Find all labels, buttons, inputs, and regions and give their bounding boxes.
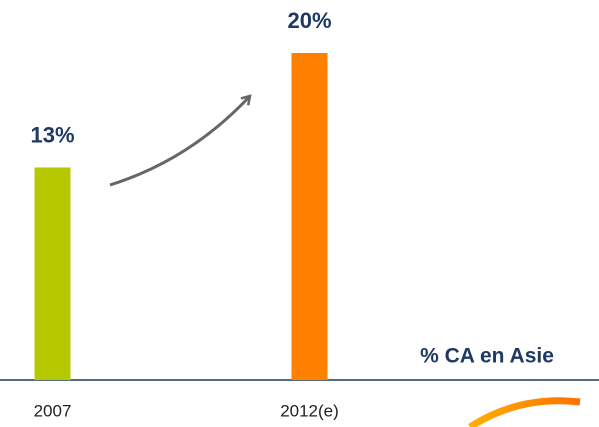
axis-label: % CA en Asie: [420, 345, 554, 368]
x-tick-label: 2012(e): [280, 401, 339, 420]
logo-swoosh: [468, 397, 581, 427]
value-label: 13%: [30, 122, 74, 147]
x-tick-label: 2007: [34, 401, 72, 420]
bar: [34, 167, 71, 380]
value-label: 20%: [287, 8, 331, 33]
bar: [291, 53, 328, 380]
trend-arrow: [109, 96, 250, 187]
